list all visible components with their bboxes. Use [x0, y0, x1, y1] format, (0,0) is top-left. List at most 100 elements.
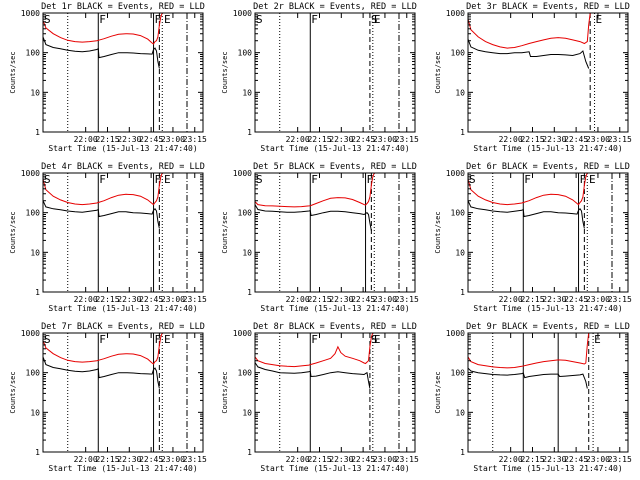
x-tick-label: 22:30: [117, 295, 141, 304]
y-axis-label: Counts/sec: [9, 51, 17, 93]
series-line-lld: [468, 173, 588, 206]
y-tick-label: 1000: [233, 329, 252, 338]
x-tick-label: 22:00: [499, 135, 523, 144]
y-tick-label: 1: [247, 288, 252, 297]
y-axis-label: Counts/sec: [221, 51, 229, 93]
plot-area: [468, 13, 596, 132]
y-tick-label: 1: [247, 448, 252, 457]
event-marker-e: E: [374, 13, 381, 26]
x-tick-label: 22:15: [520, 295, 544, 304]
event-marker-s: S: [44, 13, 51, 26]
chart-panel-2: Det 2r BLACK = Events, RED = LLD 1 10 100 10…: [221, 2, 419, 153]
chart-panel-5: Det 5r BLACK = Events, RED = LLD 1 10 100 10…: [221, 162, 419, 313]
y-tick-label: 100: [451, 209, 466, 218]
x-tick-label: 23:00: [586, 295, 610, 304]
x-tick-label: 22:00: [499, 295, 523, 304]
x-tick-label: 23:15: [608, 295, 632, 304]
x-tick-label: 22:30: [542, 455, 566, 464]
x-tick-label: 23:00: [586, 455, 610, 464]
y-tick-label: 100: [238, 209, 253, 218]
x-tick-label: 22:00: [74, 295, 98, 304]
x-tick-label: 22:15: [95, 455, 119, 464]
x-tick-label: 22:15: [520, 135, 544, 144]
series-line-events: [255, 362, 371, 389]
x-tick-label: 22:45: [564, 455, 588, 464]
x-tick-label: 22:30: [117, 455, 141, 464]
chart-title: Det 9r BLACK = Events, RED = LLD: [466, 322, 630, 332]
y-axis-label: Counts/sec: [9, 211, 17, 253]
chart-title: Det 3r BLACK = Events, RED = LLD: [466, 2, 630, 12]
x-tick-label: 23:00: [373, 295, 397, 304]
x-tick-label: 22:30: [542, 135, 566, 144]
event-marker-f: F: [155, 333, 162, 346]
plot-frame: [467, 332, 629, 453]
y-tick-label: 10: [242, 248, 252, 257]
y-tick-label: 10: [242, 408, 252, 417]
series-line-lld: [43, 173, 163, 206]
y-axis-label: Counts/sec: [221, 211, 229, 253]
plot-frame: [254, 172, 416, 293]
series-line-events: [468, 200, 585, 229]
x-tick-label: 22:15: [307, 135, 331, 144]
event-marker-s: S: [44, 333, 51, 346]
series-line-lld: [255, 173, 375, 208]
event-marker-s: S: [256, 13, 263, 26]
x-tick-label: 23:00: [373, 455, 397, 464]
plot-area: [255, 173, 400, 292]
x-tick-label: 23:15: [183, 135, 207, 144]
chart-title: Det 5r BLACK = Events, RED = LLD: [253, 162, 417, 172]
event-marker-f: F: [99, 173, 106, 186]
y-tick-label: 10: [455, 248, 465, 257]
x-tick-label: 22:45: [564, 295, 588, 304]
event-marker-e: E: [596, 13, 603, 26]
y-tick-label: 10: [455, 88, 465, 97]
y-tick-label: 10: [30, 248, 40, 257]
x-tick-label: 22:30: [329, 135, 353, 144]
series-line-events: [255, 204, 372, 231]
chart-panel-1: Det 1r BLACK = Events, RED = LLD 1 10 100 10…: [9, 2, 207, 153]
chart-title: Det 1r BLACK = Events, RED = LLD: [41, 2, 205, 12]
x-tick-label: 23:00: [161, 455, 185, 464]
event-marker-f: F: [311, 13, 318, 26]
y-tick-label: 1: [35, 288, 40, 297]
series-line-events: [43, 356, 160, 389]
x-tick-label: 23:15: [183, 455, 207, 464]
y-axis-label: Counts/sec: [434, 371, 442, 413]
plot-area: [43, 173, 188, 292]
x-axis-label: Start Time (15-Jul-13 21:47:40): [48, 304, 197, 313]
y-tick-label: 1000: [21, 169, 40, 178]
event-marker-f: F: [99, 333, 106, 346]
y-tick-label: 1: [460, 448, 465, 457]
event-marker-e: E: [164, 333, 171, 346]
x-axis-label: Start Time (15-Jul-13 21:47:40): [260, 144, 409, 153]
x-tick-label: 23:15: [608, 135, 632, 144]
x-axis-label: Start Time (15-Jul-13 21:47:40): [473, 304, 622, 313]
chart-title: Det 8r BLACK = Events, RED = LLD: [253, 322, 417, 332]
plot-area: [43, 13, 188, 132]
plot-area: [255, 333, 400, 452]
x-axis-label: Start Time (15-Jul-13 21:47:40): [260, 304, 409, 313]
chart-title: Det 7r BLACK = Events, RED = LLD: [41, 322, 205, 332]
plot-area: [43, 333, 188, 452]
event-marker-s: S: [256, 173, 263, 186]
y-axis-label: Counts/sec: [9, 371, 17, 413]
event-marker-f: F: [524, 173, 531, 186]
x-tick-label: 23:00: [161, 135, 185, 144]
x-tick-label: 22:00: [286, 295, 310, 304]
x-tick-label: 22:00: [286, 455, 310, 464]
x-tick-label: 23:00: [586, 135, 610, 144]
chart-title: Det 6r BLACK = Events, RED = LLD: [466, 162, 630, 172]
y-tick-label: 100: [238, 49, 253, 58]
series-line-events: [468, 38, 590, 69]
y-tick-label: 1: [35, 448, 40, 457]
x-tick-label: 22:30: [329, 295, 353, 304]
plot-frame: [42, 332, 204, 453]
event-marker-s: S: [371, 13, 378, 26]
y-tick-label: 1000: [446, 9, 465, 18]
y-tick-label: 1: [247, 128, 252, 137]
x-tick-label: 22:00: [74, 455, 98, 464]
y-tick-label: 1000: [446, 329, 465, 338]
event-marker-e: E: [374, 333, 381, 346]
x-tick-label: 22:30: [117, 135, 141, 144]
